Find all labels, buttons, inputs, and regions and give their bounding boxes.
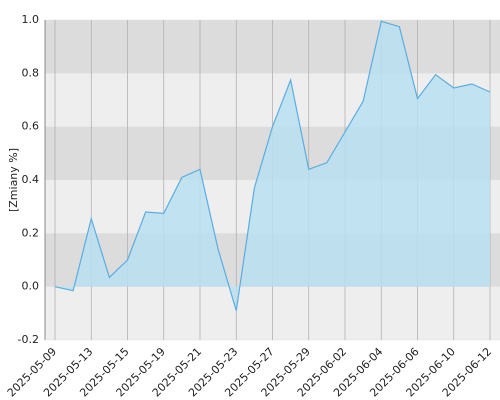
y-tick-label: 0.8 bbox=[22, 66, 40, 79]
line bbox=[54, 20, 491, 311]
y-tick-label: -0.2 bbox=[18, 333, 39, 346]
y-tick-label: 0.4 bbox=[22, 173, 40, 186]
y-tick-label: 0.0 bbox=[22, 280, 40, 293]
y-axis-label: [Zmiany %] bbox=[7, 148, 20, 212]
area-fill bbox=[55, 21, 490, 311]
y-tick-label: 1.0 bbox=[22, 13, 40, 26]
y-tick-label: 0.6 bbox=[22, 120, 40, 133]
y-tick-label: 0.2 bbox=[22, 226, 40, 239]
